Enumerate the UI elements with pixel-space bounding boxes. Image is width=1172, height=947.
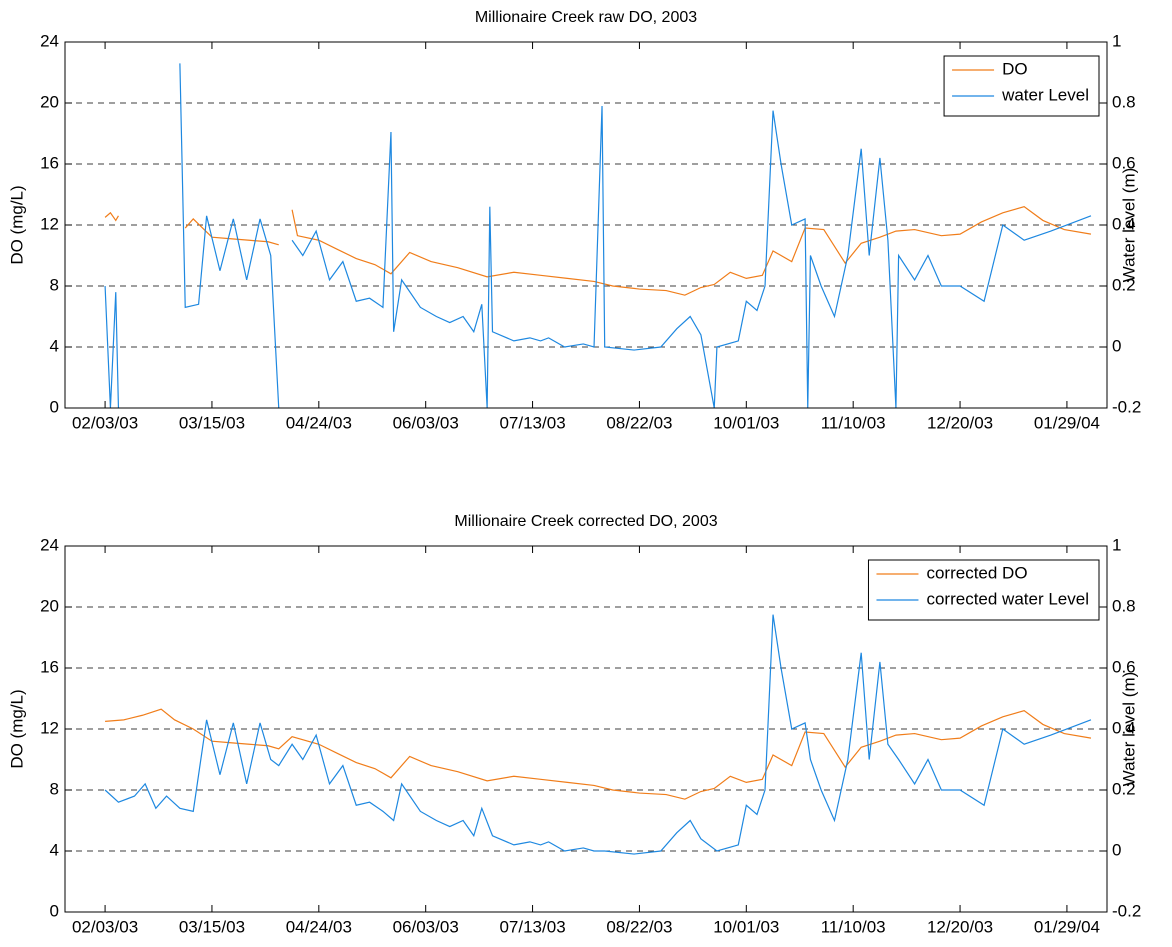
y2-tick-label: 0.2 — [1112, 779, 1136, 798]
legend-label: water Level — [1001, 85, 1089, 104]
y-tick-label: 12 — [40, 718, 59, 737]
y2-tick-label: 0.4 — [1112, 214, 1136, 233]
y2-tick-label: -0.2 — [1112, 901, 1141, 920]
x-tick-label: 07/13/03 — [499, 917, 565, 936]
y2-tick-label: 1 — [1112, 31, 1121, 50]
y2-tick-label: 0 — [1112, 840, 1121, 859]
x-tick-label: 12/20/03 — [927, 917, 993, 936]
x-tick-label: 12/20/03 — [927, 413, 993, 432]
y-tick-label: 24 — [40, 31, 59, 50]
y-tick-label: 8 — [50, 275, 59, 294]
y-tick-label: 4 — [50, 840, 59, 859]
x-tick-label: 01/29/04 — [1034, 917, 1100, 936]
legend-label: corrected water Level — [926, 589, 1089, 608]
plot-frame — [64, 41, 1108, 409]
y-axis-label: DO (mg/L) — [7, 689, 26, 768]
y-tick-label: 20 — [40, 92, 59, 111]
plot-frame — [64, 545, 1108, 913]
legend: corrected DO corrected water Level — [867, 559, 1100, 621]
data-line — [104, 211, 119, 222]
y-axis-label: DO (mg/L) — [7, 185, 26, 264]
chart-title: Millionaire Creek raw DO, 2003 — [475, 9, 697, 26]
y2-tick-label: 0 — [1112, 336, 1121, 355]
x-tick-label: 08/22/03 — [606, 917, 672, 936]
y2-tick-label: 0.4 — [1112, 718, 1136, 737]
y2-tick-label: 0.8 — [1112, 92, 1136, 111]
x-tick-label: 10/01/03 — [713, 413, 779, 432]
y-tick-label: 0 — [50, 901, 59, 920]
x-tick-label: 03/15/03 — [179, 413, 245, 432]
x-tick-label: 08/22/03 — [606, 413, 672, 432]
x-tick-label: 02/03/03 — [72, 917, 138, 936]
y-tick-label: 16 — [40, 153, 59, 172]
x-tick-label: 11/10/03 — [821, 917, 886, 936]
x-tick-label: 03/15/03 — [179, 917, 245, 936]
x-tick-label: 10/01/03 — [713, 917, 779, 936]
data-line — [105, 708, 1092, 800]
x-tick-label: 04/24/03 — [286, 917, 352, 936]
y2-tick-label: 0.2 — [1112, 275, 1136, 294]
y2-tick-label: -0.2 — [1112, 397, 1141, 416]
x-tick-label: 11/10/03 — [821, 413, 886, 432]
y2-tick-label: 0.8 — [1112, 596, 1136, 615]
y2-tick-label: 0.6 — [1112, 153, 1136, 172]
data-line — [104, 285, 120, 409]
y2-axis-label: Water level (m) — [1119, 672, 1138, 787]
y-tick-label: 20 — [40, 596, 59, 615]
y2-axis-label: Water level (m) — [1119, 168, 1138, 283]
legend: DO water Level — [943, 55, 1100, 117]
data-line — [291, 106, 1092, 409]
y-tick-label: 12 — [40, 214, 59, 233]
data-line — [104, 614, 1092, 855]
x-tick-label: 06/03/03 — [393, 917, 459, 936]
y-tick-label: 16 — [40, 657, 59, 676]
legend-frame — [867, 559, 1100, 621]
y-tick-label: 4 — [50, 336, 59, 355]
data-line — [184, 218, 279, 246]
y2-tick-label: 0.6 — [1112, 657, 1136, 676]
x-tick-label: 02/03/03 — [72, 413, 138, 432]
x-tick-label: 07/13/03 — [499, 413, 565, 432]
legend-label: DO — [1002, 59, 1028, 78]
chart-title: Millionaire Creek corrected DO, 2003 — [454, 513, 717, 530]
legend-label: corrected DO — [926, 563, 1027, 582]
x-tick-label: 04/24/03 — [286, 413, 352, 432]
data-line — [291, 206, 1092, 296]
legend-frame — [943, 55, 1100, 117]
data-line — [179, 63, 280, 409]
x-tick-label: 01/29/04 — [1034, 413, 1100, 432]
y-tick-label: 8 — [50, 779, 59, 798]
y-tick-label: 24 — [40, 535, 59, 554]
x-tick-label: 06/03/03 — [393, 413, 459, 432]
y-tick-label: 0 — [50, 397, 59, 416]
y2-tick-label: 1 — [1112, 535, 1121, 554]
